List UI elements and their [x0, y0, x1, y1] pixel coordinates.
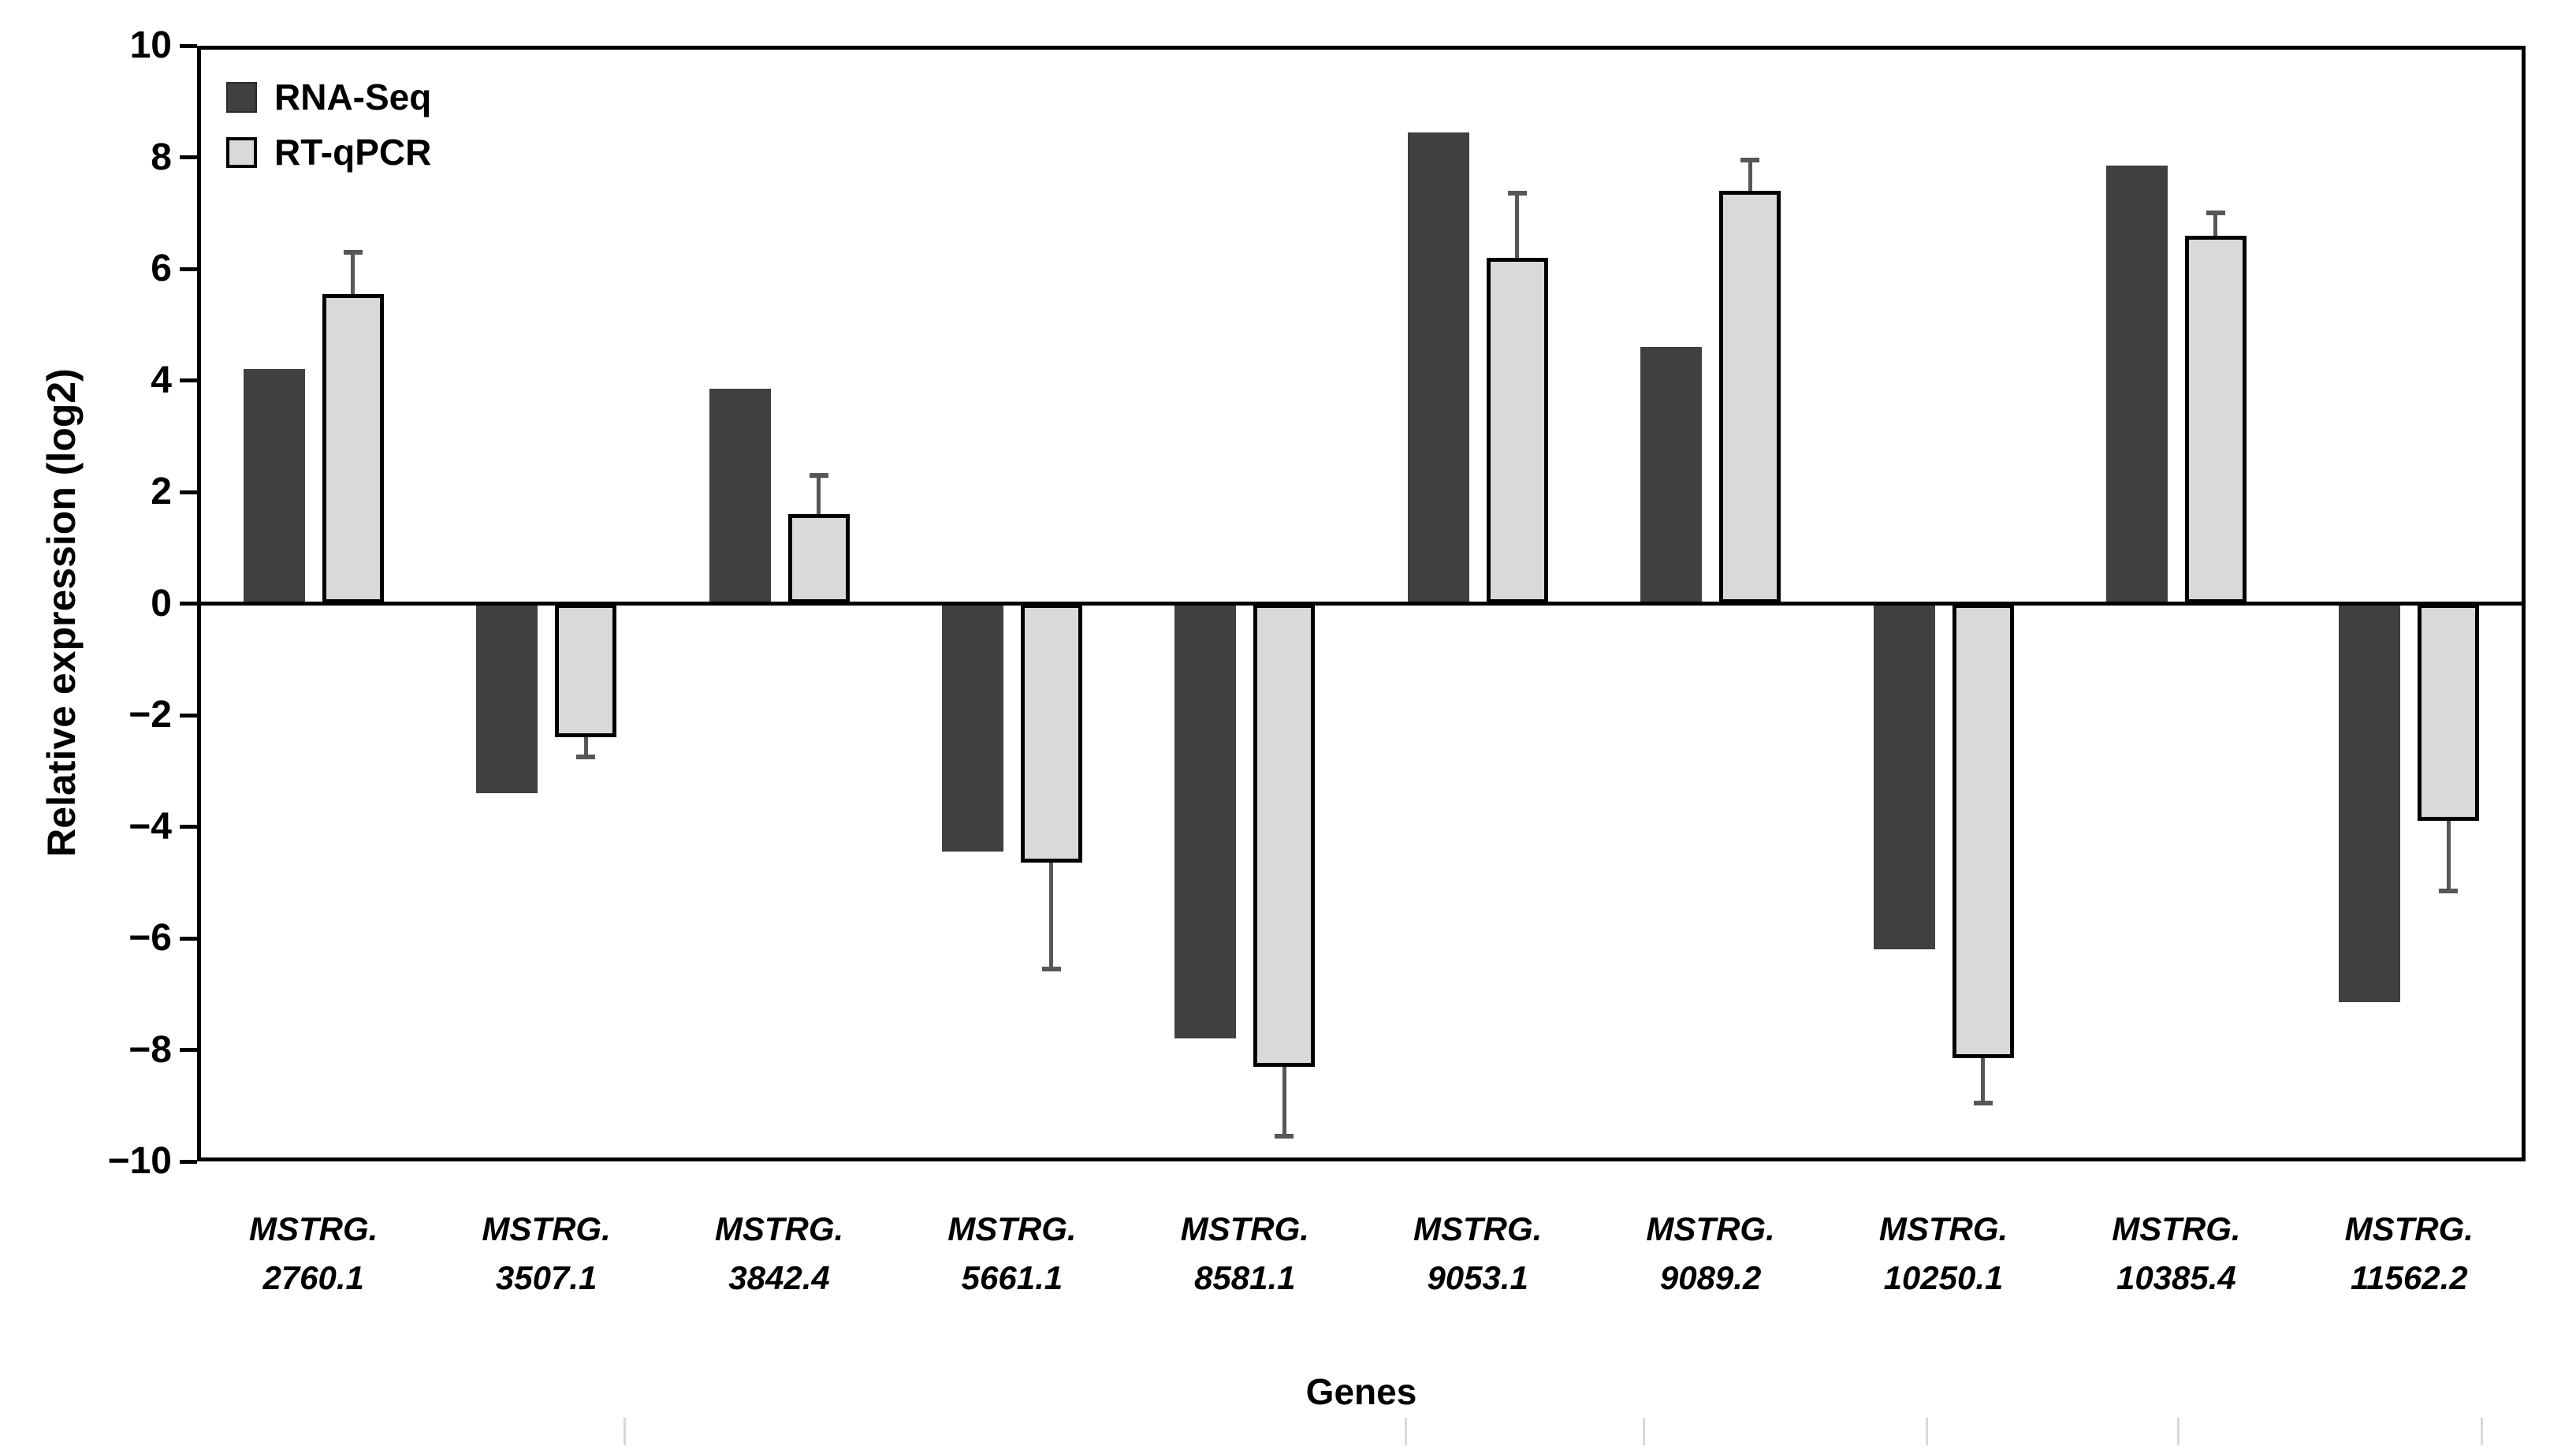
faint-artifact-tick: [1926, 1418, 1928, 1445]
x-axis-title: Genes: [1305, 1371, 1417, 1412]
rt-qpcr-bar: [1020, 603, 1082, 863]
error-bar-line: [817, 475, 821, 515]
rna-seq-bar: [2339, 603, 2401, 1003]
gene-label: MSTRG. 9089.2: [1646, 1210, 1775, 1296]
gene-label: MSTRG. 10250.1: [1878, 1210, 2008, 1296]
rt-qpcr-bar: [1253, 603, 1316, 1067]
rna-seq-bar: [1873, 603, 1935, 950]
legend-label-rt-qpcr: RT-qPCR: [274, 132, 432, 173]
gene-label: MSTRG. 5661.1: [947, 1210, 1077, 1296]
gene-label: MSTRG. 11562.2: [2344, 1210, 2474, 1296]
y-tick-mark: [180, 267, 197, 271]
y-tick-mark: [180, 490, 197, 494]
faint-artifact-tick: [1643, 1418, 1645, 1445]
rna-seq-bar: [1640, 347, 1703, 604]
gene-label: MSTRG. 3842.4: [714, 1210, 844, 1296]
y-tick-label: 10: [129, 24, 172, 66]
legend-item-rt-qpcr: RT-qPCR: [226, 134, 431, 170]
error-bar-line: [2446, 821, 2451, 891]
legend-item-rna-seq: RNA-Seq: [226, 79, 431, 115]
rna-seq-bar: [476, 603, 538, 794]
y-tick-mark: [180, 43, 197, 48]
y-tick-mark: [180, 825, 197, 829]
error-bar-cap: [343, 249, 363, 255]
gene-label: MSTRG. 10385.4: [2112, 1210, 2241, 1296]
rna-seq-bar: [2105, 166, 2168, 604]
faint-artifact-tick: [1405, 1418, 1407, 1445]
error-bar-cap: [809, 472, 828, 478]
zero-baseline: [197, 602, 2526, 606]
gene-label: MSTRG. 8581.1: [1180, 1210, 1309, 1296]
y-tick-label: −2: [128, 694, 172, 736]
rna-seq-bar: [1174, 603, 1237, 1039]
y-tick-label: 4: [151, 359, 172, 401]
error-bar-cap: [2206, 211, 2225, 216]
rt-qpcr-bar: [322, 293, 384, 604]
gene-label: MSTRG. 3507.1: [482, 1210, 611, 1296]
y-tick-mark: [180, 713, 197, 718]
y-tick-mark: [180, 378, 197, 382]
error-bar-cap: [576, 755, 596, 760]
error-bar-line: [1049, 863, 1054, 969]
y-tick-label: −6: [128, 917, 172, 959]
error-bar-cap: [1275, 1134, 1294, 1139]
rt-qpcr-bar: [2184, 235, 2247, 604]
rt-qpcr-bar: [1719, 190, 1781, 604]
rt-qpcr-bar: [555, 603, 617, 738]
y-tick-mark: [180, 1159, 197, 1164]
error-bar-cap: [1041, 966, 1061, 971]
rna-seq-bar: [243, 369, 305, 604]
error-bar-cap: [1740, 158, 1760, 163]
y-tick-mark: [180, 155, 197, 159]
rt-qpcr-bar: [1952, 603, 2014, 1059]
error-bar-cap: [1507, 191, 1527, 196]
error-bar-cap: [2439, 888, 2459, 893]
rt-qpcr-bar: [2418, 603, 2480, 822]
y-tick-label: −10: [107, 1140, 172, 1182]
error-bar-line: [583, 737, 588, 758]
y-tick-mark: [180, 602, 197, 606]
legend-label-rna-seq: RNA-Seq: [274, 76, 432, 117]
faint-artifact-tick: [624, 1418, 626, 1445]
y-tick-mark: [180, 936, 197, 941]
rna-seq-bar: [1407, 132, 1469, 604]
rna-seq-swatch-icon: [226, 81, 257, 113]
rt-qpcr-bar: [787, 514, 850, 604]
error-bar-cap: [1973, 1100, 1993, 1105]
error-bar-line: [351, 252, 356, 294]
error-bar-line: [2213, 213, 2218, 236]
y-tick-label: 6: [151, 248, 172, 289]
y-tick-mark: [180, 1048, 197, 1052]
rna-seq-bar: [941, 603, 1003, 852]
y-tick-label: 0: [151, 582, 172, 624]
rt-qpcr-bar: [1486, 257, 1548, 604]
error-bar-line: [1748, 160, 1752, 191]
rna-seq-bar: [709, 389, 771, 604]
gene-label: MSTRG. 2760.1: [249, 1210, 378, 1296]
error-bar-line: [1515, 193, 1520, 258]
legend: RNA-Seq RT-qPCR: [226, 79, 431, 189]
y-tick-label: −4: [128, 805, 172, 848]
error-bar-line: [1981, 1058, 1985, 1103]
error-bar-line: [1282, 1066, 1286, 1137]
faint-artifact-tick: [2177, 1418, 2180, 1445]
rt-qpcr-swatch-icon: [226, 136, 257, 168]
y-tick-label: −8: [128, 1028, 172, 1071]
gene-label: MSTRG. 9053.1: [1413, 1210, 1543, 1296]
faint-artifact-tick: [2481, 1418, 2483, 1445]
y-tick-label: 2: [151, 471, 172, 513]
y-tick-label: 8: [151, 136, 172, 178]
